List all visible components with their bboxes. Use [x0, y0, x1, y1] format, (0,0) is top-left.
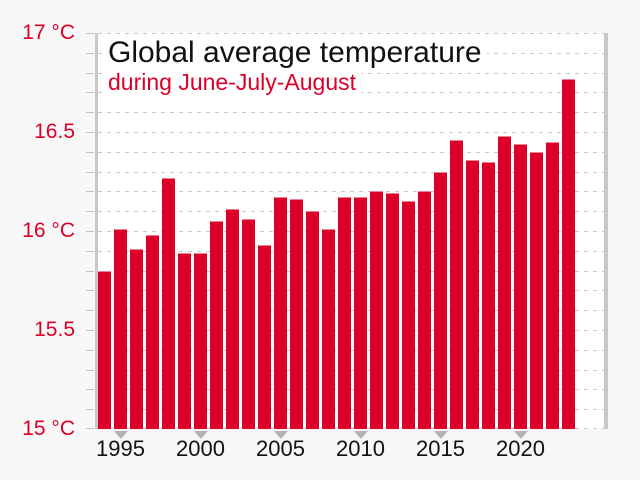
bar-2022 — [546, 141, 559, 429]
gridline — [98, 112, 604, 113]
x-tick-label: 1995 — [96, 436, 145, 461]
bar-2000 — [194, 252, 207, 429]
bar-2012 — [386, 193, 399, 429]
y-tick — [86, 231, 94, 232]
x-tick-label: 2005 — [256, 436, 305, 461]
y-tick — [86, 330, 94, 331]
bar-1999 — [178, 252, 191, 429]
gridline — [98, 152, 604, 153]
x-tick-marker-icon — [353, 431, 368, 439]
gridline — [98, 172, 604, 173]
bar-2006 — [290, 199, 303, 429]
gridline — [98, 251, 604, 252]
bar-2007 — [306, 211, 319, 429]
x-tick-marker-icon — [273, 431, 288, 439]
y-tick-label: 16 °C — [22, 219, 75, 242]
bar-1997 — [146, 234, 159, 429]
bar-2010 — [354, 197, 367, 429]
y-tick — [86, 152, 94, 153]
y-tick — [86, 73, 94, 74]
x-tick-label: 2020 — [496, 436, 545, 461]
title-block: Global average temperature during June-J… — [104, 34, 487, 98]
y-tick — [86, 132, 94, 133]
gridline — [98, 409, 604, 410]
y-tick — [86, 310, 94, 311]
gridline — [98, 428, 604, 429]
x-tick-marker-icon — [193, 431, 208, 439]
y-tick — [86, 290, 94, 291]
bar-2005 — [274, 197, 287, 429]
y-tick — [86, 191, 94, 192]
chart-subtitle: during June-July-August — [104, 70, 362, 98]
bar-2001 — [210, 221, 223, 429]
gridline — [98, 330, 604, 331]
bar-1995 — [114, 229, 127, 429]
x-tick-marker-icon — [433, 431, 448, 439]
y-tick — [86, 428, 94, 429]
y-tick-label: 15.5 — [34, 318, 75, 341]
gridline — [98, 290, 604, 291]
bar-2002 — [226, 209, 239, 429]
x-tick-marker-icon — [113, 431, 128, 439]
bar-2020 — [514, 143, 527, 429]
x-tick-marker-icon — [513, 431, 528, 439]
bar-2017 — [466, 159, 479, 429]
bar-2011 — [370, 191, 383, 429]
chart-title: Global average temperature — [104, 34, 487, 70]
y-tick — [86, 370, 94, 371]
y-axis: 17 °C 16.5 16 °C 15.5 15 °C — [0, 0, 94, 480]
gridline — [98, 389, 604, 390]
y-tick — [86, 53, 94, 54]
y-tick — [86, 271, 94, 272]
bar-1996 — [130, 248, 143, 429]
y-tick — [86, 350, 94, 351]
gridline — [98, 211, 604, 212]
bar-1994 — [98, 270, 111, 429]
gridline — [98, 370, 604, 371]
bar-2021 — [530, 151, 543, 429]
gridline — [98, 231, 604, 232]
bar-2016 — [450, 139, 463, 429]
y-tick — [86, 211, 94, 212]
plot-area: Global average temperature during June-J… — [95, 33, 608, 429]
y-tick — [86, 251, 94, 252]
y-tick — [86, 409, 94, 410]
bar-2009 — [338, 197, 351, 429]
gridline — [98, 310, 604, 311]
y-tick — [86, 172, 94, 173]
bar-2023 — [562, 78, 575, 429]
y-tick — [86, 389, 94, 390]
y-tick — [86, 92, 94, 93]
gridline — [98, 350, 604, 351]
gridline — [98, 271, 604, 272]
bar-2008 — [322, 229, 335, 429]
y-tick-label: 16.5 — [34, 120, 75, 143]
bar-2014 — [418, 191, 431, 429]
gridline — [98, 191, 604, 192]
y-tick — [86, 112, 94, 113]
y-tick — [86, 33, 94, 34]
y-tick-label: 17 °C — [22, 21, 75, 44]
bar-2019 — [498, 135, 511, 429]
gridline — [98, 33, 604, 34]
x-tick-label: 2015 — [416, 436, 465, 461]
x-tick-label: 2010 — [336, 436, 385, 461]
bar-2013 — [402, 201, 415, 429]
bar-2018 — [482, 161, 495, 429]
bar-1998 — [162, 177, 175, 429]
bar-2004 — [258, 244, 271, 429]
x-tick-label: 2000 — [176, 436, 225, 461]
gridline — [98, 132, 604, 133]
bar-2015 — [434, 171, 447, 429]
y-tick-label: 15 °C — [22, 417, 75, 440]
bar-2003 — [242, 219, 255, 429]
